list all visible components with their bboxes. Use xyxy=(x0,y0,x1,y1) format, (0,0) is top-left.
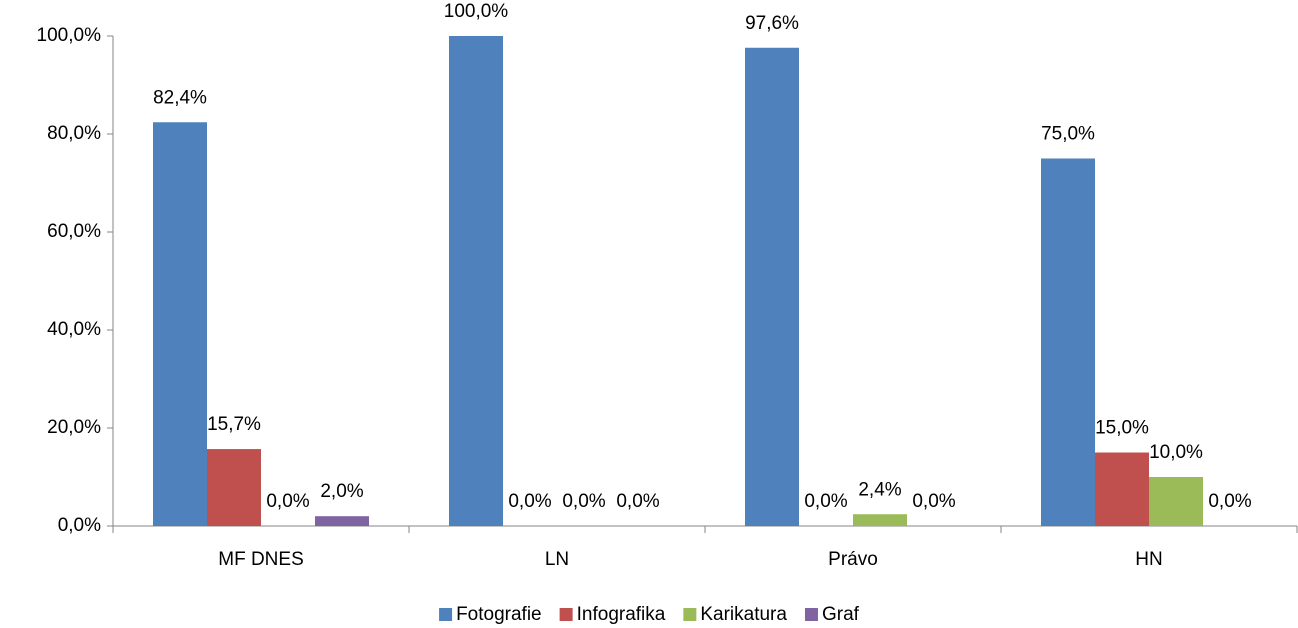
data-label: 75,0% xyxy=(1041,124,1095,145)
data-label: 15,7% xyxy=(207,414,261,435)
legend-label: Graf xyxy=(822,604,860,625)
x-tick-label: MF DNES xyxy=(218,549,304,570)
legend-label: Fotografie xyxy=(456,604,542,625)
bar xyxy=(745,47,799,526)
y-tick-label: 100,0% xyxy=(37,25,102,46)
y-tick-label: 80,0% xyxy=(47,123,101,144)
legend-swatch xyxy=(559,608,573,621)
y-tick-label: 20,0% xyxy=(47,417,101,438)
x-tick-label: Právo xyxy=(828,549,878,570)
x-tick-label: HN xyxy=(1135,549,1162,570)
bar xyxy=(853,514,907,526)
data-label: 100,0% xyxy=(444,1,509,22)
data-label: 15,0% xyxy=(1095,418,1149,439)
y-tick-label: 0,0% xyxy=(58,515,101,536)
legend-swatch xyxy=(804,608,818,621)
bar xyxy=(315,516,369,526)
data-label: 97,6% xyxy=(745,13,799,34)
bar xyxy=(207,449,261,526)
y-tick-label: 40,0% xyxy=(47,319,101,340)
data-label: 82,4% xyxy=(153,87,207,108)
data-label: 10,0% xyxy=(1149,442,1203,463)
data-label: 2,4% xyxy=(858,479,901,500)
data-label: 0,0% xyxy=(616,491,659,512)
data-label: 2,0% xyxy=(320,481,363,502)
data-label: 0,0% xyxy=(804,491,847,512)
bar xyxy=(449,36,503,526)
legend-label: Infografika xyxy=(577,604,666,625)
data-label: 0,0% xyxy=(1208,491,1251,512)
y-tick-label: 60,0% xyxy=(47,221,101,242)
data-label: 0,0% xyxy=(562,491,605,512)
bar xyxy=(1149,477,1203,526)
bar xyxy=(1041,158,1095,526)
legend-swatch xyxy=(683,608,697,621)
legend-swatch xyxy=(439,608,453,621)
legend-label: Karikatura xyxy=(700,604,787,625)
data-label: 0,0% xyxy=(912,491,955,512)
data-label: 0,0% xyxy=(508,491,551,512)
bar xyxy=(153,122,207,527)
data-label: 0,0% xyxy=(266,491,309,512)
bar xyxy=(1095,452,1149,526)
x-tick-label: LN xyxy=(545,549,569,570)
